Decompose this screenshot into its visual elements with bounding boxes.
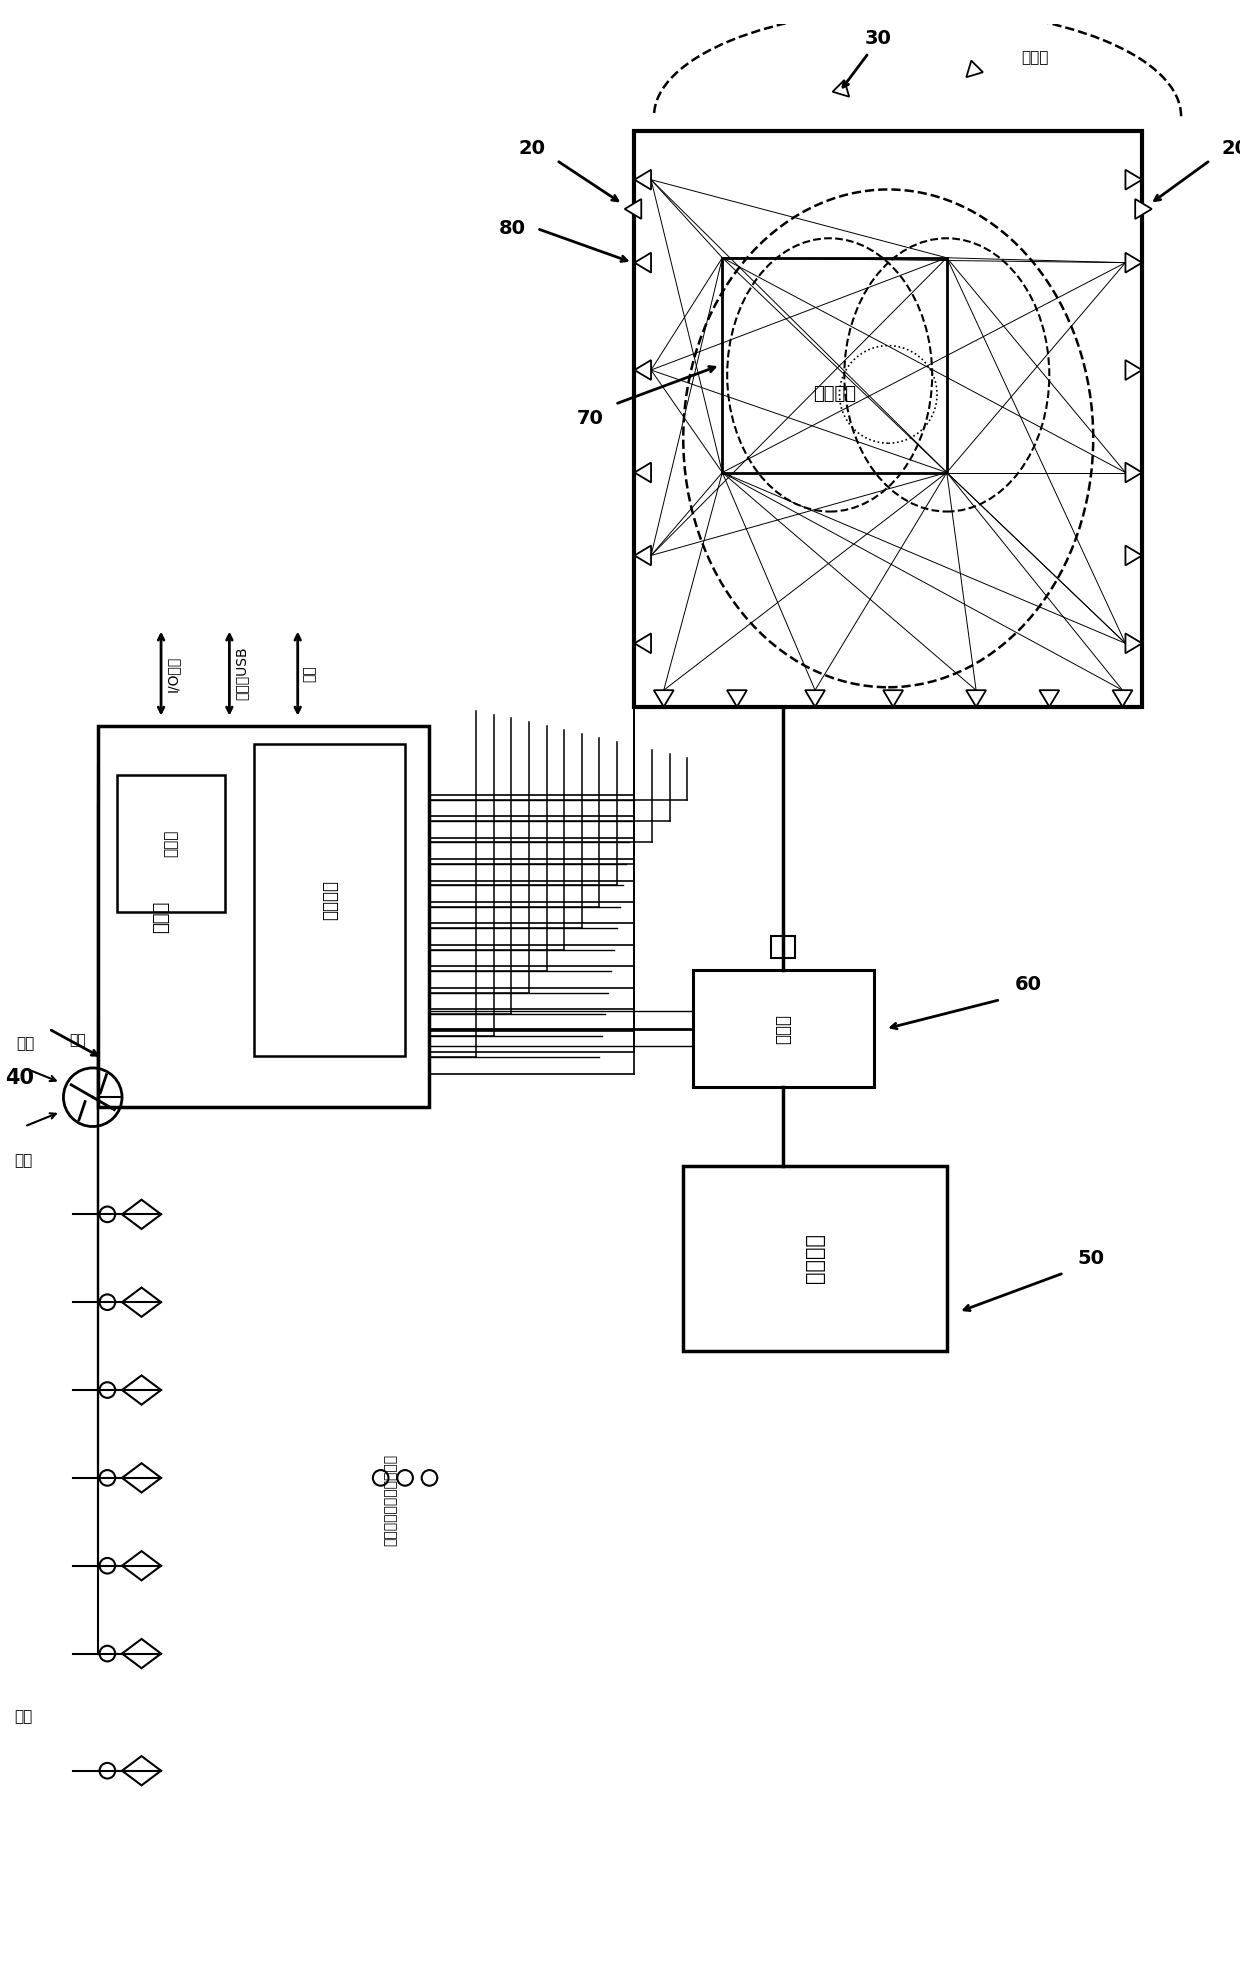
Polygon shape — [122, 1200, 161, 1229]
Text: 分配器: 分配器 — [774, 1013, 792, 1044]
Polygon shape — [122, 1375, 161, 1404]
Text: 风机: 风机 — [16, 1037, 35, 1050]
Text: 80: 80 — [498, 218, 526, 238]
Polygon shape — [832, 81, 849, 96]
Polygon shape — [635, 360, 651, 380]
Text: 20: 20 — [518, 140, 546, 157]
Polygon shape — [1126, 360, 1142, 380]
Bar — [693, 970, 874, 1088]
Polygon shape — [122, 1288, 161, 1316]
Polygon shape — [883, 690, 903, 706]
Bar — [98, 726, 429, 1107]
Polygon shape — [1126, 169, 1142, 189]
Bar — [254, 744, 405, 1056]
Text: 50: 50 — [1078, 1249, 1105, 1269]
Polygon shape — [122, 1552, 161, 1580]
Polygon shape — [625, 199, 641, 218]
Polygon shape — [122, 1757, 161, 1786]
Polygon shape — [635, 169, 651, 189]
Polygon shape — [966, 61, 983, 77]
Polygon shape — [1126, 545, 1142, 565]
Polygon shape — [122, 1463, 161, 1493]
Text: 供气装置: 供气装置 — [805, 1233, 825, 1282]
Text: 被保护区: 被保护区 — [813, 386, 856, 403]
Polygon shape — [122, 1639, 161, 1668]
Text: 温探: 温探 — [15, 1153, 33, 1168]
Polygon shape — [1126, 252, 1142, 273]
Polygon shape — [635, 462, 651, 482]
Polygon shape — [966, 690, 986, 706]
Text: 显示器: 显示器 — [164, 830, 179, 858]
Polygon shape — [727, 690, 746, 706]
Text: 70: 70 — [577, 409, 604, 429]
Polygon shape — [653, 690, 673, 706]
Text: 控制器: 控制器 — [153, 901, 170, 932]
Text: I/O设备: I/O设备 — [166, 655, 180, 692]
Polygon shape — [635, 633, 651, 653]
Bar — [771, 936, 795, 958]
Text: 20: 20 — [1221, 140, 1240, 157]
Bar — [117, 775, 224, 913]
Polygon shape — [1112, 690, 1132, 706]
Polygon shape — [635, 252, 651, 273]
Bar — [635, 132, 1142, 706]
Polygon shape — [1135, 199, 1152, 218]
Bar — [683, 1166, 947, 1351]
Polygon shape — [1039, 690, 1059, 706]
Polygon shape — [1126, 633, 1142, 653]
Text: 风机: 风机 — [69, 1033, 87, 1048]
Text: 40: 40 — [5, 1068, 33, 1088]
Text: 60: 60 — [1014, 976, 1042, 995]
Text: 变压器故障、用户联络等: 变压器故障、用户联络等 — [383, 1454, 398, 1546]
Polygon shape — [635, 545, 651, 565]
Bar — [723, 258, 947, 472]
Text: 操作面板: 操作面板 — [321, 879, 339, 921]
Polygon shape — [1126, 462, 1142, 482]
Text: 30: 30 — [866, 30, 892, 47]
Text: 火探: 火探 — [15, 1709, 33, 1725]
Text: 可扩展: 可扩展 — [1021, 51, 1048, 65]
Text: 网口、USB: 网口、USB — [234, 647, 248, 700]
Polygon shape — [805, 690, 825, 706]
Text: 联络: 联络 — [303, 665, 316, 683]
